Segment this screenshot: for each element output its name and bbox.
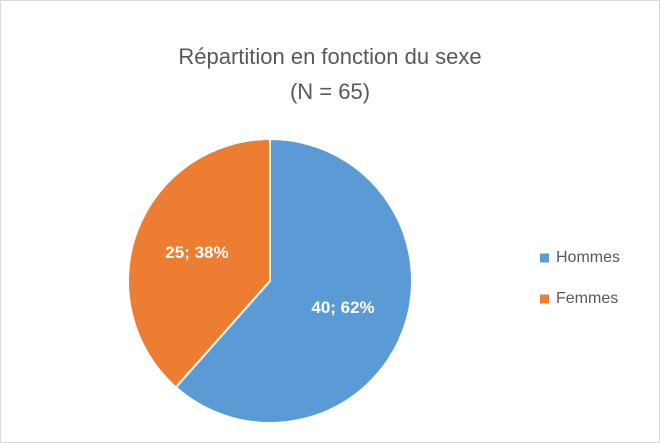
data-label: 25; 38%: [165, 243, 228, 262]
pie-slice: [127, 137, 271, 389]
chart-subtitle: (N = 65): [290, 79, 370, 104]
pie-slice: [174, 137, 413, 424]
legend-swatch: [540, 253, 549, 263]
legend-swatch: [540, 294, 549, 304]
legend-label: Femmes: [556, 290, 618, 307]
data-label: 40; 62%: [311, 298, 374, 317]
chart-title: Répartition en fonction du sexe: [178, 44, 481, 69]
legend-label: Hommes: [556, 249, 620, 266]
